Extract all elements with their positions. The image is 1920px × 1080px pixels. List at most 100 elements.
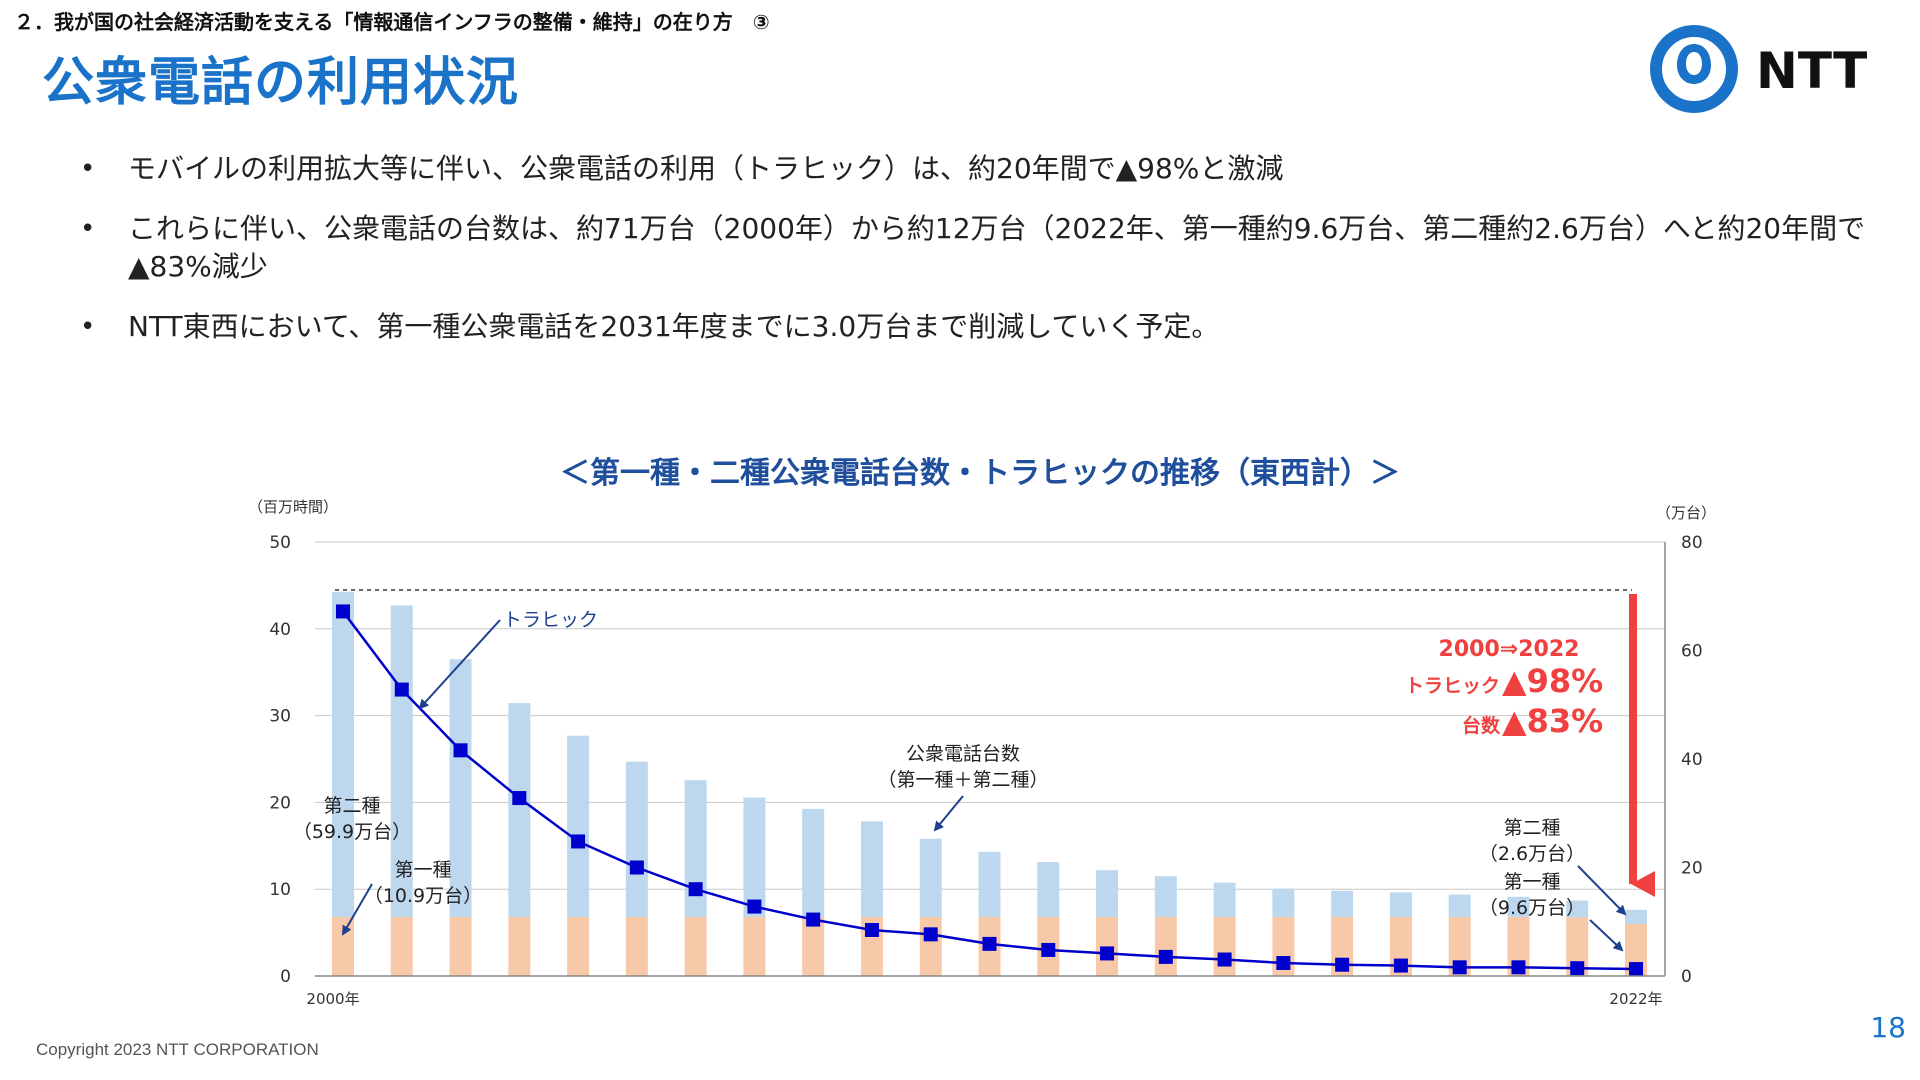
traffic-point — [1041, 942, 1056, 957]
left-axis-tick-label: 40 — [269, 620, 291, 640]
right-axis-tick-label: 60 — [1681, 642, 1703, 662]
traffic-point — [512, 791, 527, 806]
start-type2-label: 第二種 — [323, 795, 380, 817]
bar-type2 — [449, 659, 472, 917]
left-axis-unit: （百万時間） — [248, 498, 338, 516]
bar-type2 — [1566, 900, 1589, 918]
start-type1-value: （10.9万台） — [364, 885, 482, 907]
end-type1-label: 第一種 — [1503, 871, 1560, 893]
page-number: 18 — [1870, 1011, 1906, 1044]
summary-period: 2000⇒2022 — [1439, 637, 1580, 662]
left-axis-tick-label: 50 — [269, 533, 291, 553]
bar-type2 — [567, 735, 590, 917]
ntt-ring-logo-icon — [1650, 25, 1738, 113]
bar-type1 — [1213, 916, 1236, 976]
end-type1-pointer — [1589, 919, 1624, 952]
bar-type1 — [332, 916, 354, 976]
end-type2-pointer — [1577, 865, 1627, 916]
summary-units-value: ▲83% — [1502, 702, 1603, 740]
traffic-point — [1100, 946, 1115, 961]
right-axis-tick-label: 40 — [1681, 750, 1703, 770]
right-axis-tick-label: 20 — [1681, 859, 1703, 879]
bar-type1 — [919, 916, 942, 976]
copyright: Copyright 2023 NTT CORPORATION — [36, 1040, 319, 1059]
traffic-label: トラヒック — [503, 609, 598, 631]
x-tick-label: 2022年 — [1609, 990, 1662, 1008]
axes: 0 10 20 30 40 50 0 20 40 60 80 2000年 2022年 — [269, 533, 1702, 1008]
total-units-label-sub: （第一種＋第二種） — [877, 769, 1048, 791]
left-axis-tick-label: 20 — [269, 793, 291, 813]
bullet-item: NTT東西において、第一種公衆電話を2031年度までに3.0万台まで削減していく… — [80, 308, 1870, 346]
bar-type2 — [1331, 890, 1354, 917]
bar-type2 — [1096, 870, 1119, 917]
bar-type2 — [625, 761, 648, 917]
traffic-point — [571, 834, 586, 849]
bar-type2 — [1037, 862, 1060, 917]
traffic-point — [923, 927, 938, 942]
page-title: 公衆電話の利用状況 — [42, 53, 520, 113]
traffic-point — [1452, 960, 1467, 975]
bar-type2 — [743, 797, 766, 917]
traffic-point — [629, 860, 644, 875]
bar-type2 — [1625, 909, 1647, 924]
traffic-point — [1393, 958, 1408, 973]
start-type1-label: 第一種 — [394, 859, 451, 881]
logo-text: NTT — [1756, 42, 1867, 100]
bar-type2 — [684, 780, 707, 917]
bar-type2 — [1272, 888, 1295, 917]
bar-type2 — [919, 838, 942, 917]
bar-type2 — [1507, 896, 1530, 917]
traffic-point — [336, 604, 350, 619]
traffic-point — [1217, 952, 1232, 967]
traffic-point — [1276, 955, 1291, 970]
traffic-pointer — [418, 619, 501, 710]
bullet-item: モバイルの利用拡大等に伴い、公衆電話の利用（トラヒック）は、約20年間で▲98%… — [80, 150, 1870, 188]
bar-type1 — [1154, 916, 1177, 976]
traffic-point — [806, 912, 821, 927]
right-axis-tick-label: 80 — [1681, 533, 1703, 553]
traffic-point — [864, 922, 879, 937]
end-type1-value: （9.6万台） — [1479, 897, 1585, 919]
bullet-list: モバイルの利用拡大等に伴い、公衆電話の利用（トラヒック）は、約20年間で▲98%… — [80, 150, 1870, 368]
traffic-point — [982, 936, 997, 951]
traffic-point — [688, 882, 703, 897]
summary-traffic-value: ▲98% — [1502, 662, 1603, 700]
traffic-point — [394, 682, 409, 697]
bar-type2 — [860, 821, 883, 917]
traffic-line — [336, 604, 1643, 977]
right-axis-unit: （万台） — [1656, 504, 1716, 522]
bar-type1 — [625, 916, 648, 976]
traffic-point — [1511, 960, 1526, 975]
end-type2-label: 第二種 — [1503, 817, 1560, 839]
bar-type2 — [1154, 876, 1177, 917]
traffic-point — [1570, 961, 1585, 976]
traffic-point — [747, 899, 762, 914]
left-axis-tick-label: 30 — [269, 707, 291, 727]
traffic-point — [1629, 962, 1643, 977]
bar-type2 — [978, 851, 1001, 917]
end-type2-value: （2.6万台） — [1479, 843, 1585, 865]
bar-type1 — [802, 916, 825, 976]
left-axis-tick-label: 10 — [269, 880, 291, 900]
bar-type1 — [684, 916, 707, 976]
bar-type1 — [390, 916, 413, 976]
bar-type2 — [1448, 894, 1471, 917]
bar-type2 — [332, 591, 354, 917]
bar-type2 — [1213, 882, 1236, 917]
bar-type1 — [743, 916, 766, 976]
start-type2-value: （59.9万台） — [293, 821, 411, 843]
total-units-pointer — [933, 795, 964, 832]
bar-type2 — [802, 808, 825, 917]
summary-units-label: 台数 — [1462, 714, 1501, 737]
bar-type1 — [449, 916, 472, 976]
section-label: ２．我が国の社会経済活動を支える「情報通信インフラの整備・維持」の在り方 ③ — [14, 10, 770, 34]
start-type1-pointer — [341, 883, 373, 936]
bullet-item: これらに伴い、公衆電話の台数は、約71万台（2000年）から約12万台（2022… — [80, 210, 1870, 286]
right-axis-tick-label: 0 — [1681, 967, 1692, 987]
bar-type2 — [1389, 892, 1412, 917]
left-axis-tick-label: 0 — [280, 967, 291, 987]
traffic-point — [1158, 949, 1173, 964]
total-units-label: 公衆電話台数 — [906, 743, 1020, 765]
chart-title: ＜第一種・二種公衆電話台数・トラヒックの推移（東西計）＞ — [560, 456, 1400, 491]
